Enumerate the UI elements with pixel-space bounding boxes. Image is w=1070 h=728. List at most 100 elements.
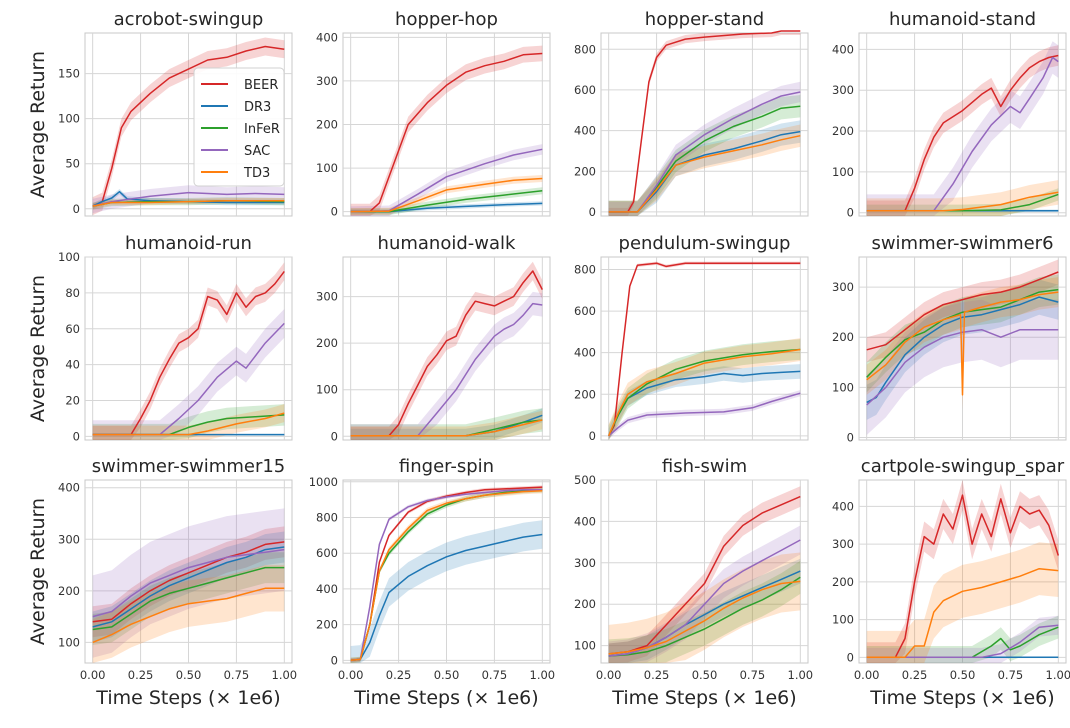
- bands: [608, 486, 801, 663]
- band-TD3: [92, 404, 285, 440]
- y-tick-label: 400: [316, 582, 338, 596]
- lines: [608, 262, 801, 437]
- y-tick-label: 0: [331, 429, 338, 443]
- y-tick-label: 0: [847, 206, 854, 220]
- y-tick-label: 600: [316, 546, 338, 560]
- band-SAC: [608, 390, 801, 439]
- y-tick-label: 200: [832, 330, 854, 344]
- y-tick-label: 100: [574, 639, 596, 653]
- x-tick-label: 0.25: [644, 668, 670, 682]
- legend-label-InFeR: InFeR: [244, 122, 280, 137]
- x-axis-label: Time Steps (× 1e6): [353, 687, 538, 709]
- y-tick-label: 150: [58, 67, 80, 81]
- y-axis-label: Average Return: [27, 275, 49, 422]
- series-line-TD3: [92, 412, 285, 436]
- series-line-BEER: [92, 541, 285, 623]
- y-tick-label: 300: [316, 290, 338, 304]
- panel-title: hopper-hop: [395, 9, 498, 30]
- panel-title: fish-swim: [662, 456, 747, 477]
- series-line-InFeR: [608, 348, 801, 437]
- series-line-DR3: [92, 546, 285, 628]
- series-line-TD3: [350, 489, 543, 662]
- y-tick-label: 200: [832, 124, 854, 138]
- band-SAC: [866, 615, 1059, 663]
- series-line-BEER: [350, 52, 543, 213]
- x-tick-label: 0.75: [998, 668, 1024, 682]
- band-BEER: [92, 37, 285, 216]
- band-BEER: [350, 45, 543, 216]
- y-tick-label: 300: [832, 537, 854, 551]
- series-line-TD3: [608, 348, 801, 437]
- y-tick-label: 0: [331, 653, 338, 667]
- series-line-SAC: [608, 392, 801, 437]
- x-tick-label: 0.50: [176, 668, 202, 682]
- band-DR3: [608, 364, 801, 440]
- series-line-TD3: [866, 567, 1059, 659]
- series-line-SAC: [92, 191, 285, 207]
- band-BEER: [608, 486, 801, 663]
- y-tick-label: 400: [574, 346, 596, 360]
- legend: BEER DR3 InFeR SAC TD3: [193, 67, 285, 187]
- lines: [866, 494, 1060, 659]
- panel-title: humanoid-run: [125, 233, 252, 254]
- x-tick-label: 0.50: [692, 668, 718, 682]
- band-TD3: [350, 410, 543, 440]
- series-line-SAC: [350, 489, 543, 662]
- panel-swimmer-swimmer15: 100 200 300 400 0.00 0.25 0.50 0.75 1.00 swimmer-…: [58, 456, 297, 682]
- lines: [350, 52, 543, 213]
- x-tick-label: 0.00: [854, 668, 880, 682]
- x-tick-label: 0.00: [596, 668, 622, 682]
- y-tick-label: 100: [316, 161, 338, 175]
- panel-title: swimmer-swimmer6: [871, 233, 1053, 254]
- y-tick-label: 200: [574, 164, 596, 178]
- y-tick-label: 100: [316, 383, 338, 397]
- lines: [350, 270, 543, 437]
- y-tick-label: 0: [331, 205, 338, 219]
- series-line-BEER: [866, 271, 1059, 351]
- band-DR3: [866, 279, 1059, 420]
- y-tick-label: 40: [65, 358, 80, 372]
- series-line-InFeR: [866, 626, 1059, 659]
- y-tick-label: 20: [65, 394, 80, 408]
- y-tick-label: 300: [832, 280, 854, 294]
- x-tick-label: 1.00: [530, 668, 556, 682]
- series-line-TD3: [92, 199, 285, 207]
- x-tick-label: 0.00: [80, 668, 106, 682]
- y-tick-label: 300: [316, 74, 338, 88]
- band-TD3: [866, 180, 1059, 216]
- band-DR3: [92, 189, 285, 209]
- x-tick-label: 1.00: [788, 668, 814, 682]
- y-tick-label: 200: [574, 387, 596, 401]
- x-tick-label: 0.75: [224, 668, 250, 682]
- panel-humanoid-walk: 0 100 200 300 humanoid-walk: [316, 233, 551, 443]
- band-InFeR: [608, 560, 801, 663]
- y-tick-label: 100: [58, 112, 80, 126]
- y-axis-label: Average Return: [27, 498, 49, 645]
- y-tick-label: 0: [589, 205, 596, 219]
- series-line-SAC: [92, 322, 285, 436]
- y-tick-label: 300: [574, 556, 596, 570]
- bands: [866, 41, 1059, 217]
- y-tick-label: 0: [73, 429, 80, 443]
- band-BEER: [866, 480, 1059, 663]
- series-line-TD3: [350, 177, 543, 213]
- band-DR3: [608, 558, 801, 663]
- series-line-TD3: [608, 134, 801, 213]
- y-tick-label: 600: [574, 304, 596, 318]
- band-TD3: [608, 338, 801, 440]
- series-line-SAC: [350, 302, 543, 437]
- series-line-TD3: [866, 191, 1059, 212]
- series-line-BEER: [350, 270, 543, 437]
- panel-pendulum-swingup: 0 200 400 600 800 pendulum-swingup: [574, 233, 809, 443]
- legend-label-BEER: BEER: [244, 78, 278, 93]
- y-tick-label: 200: [316, 618, 338, 632]
- legend-box: [193, 67, 285, 187]
- x-tick-label: 0.50: [434, 668, 460, 682]
- series-line-DR3: [866, 296, 1059, 404]
- y-tick-label: 200: [832, 575, 854, 589]
- y-tick-label: 100: [832, 380, 854, 394]
- y-tick-label: 200: [316, 118, 338, 132]
- series-line-BEER: [608, 30, 801, 213]
- y-tick-label: 0: [847, 430, 854, 444]
- panel-finger-spin: 0 200 400 600 800 1000 0.00 0.25 0.50 0.75 1.00 fin…: [309, 456, 555, 682]
